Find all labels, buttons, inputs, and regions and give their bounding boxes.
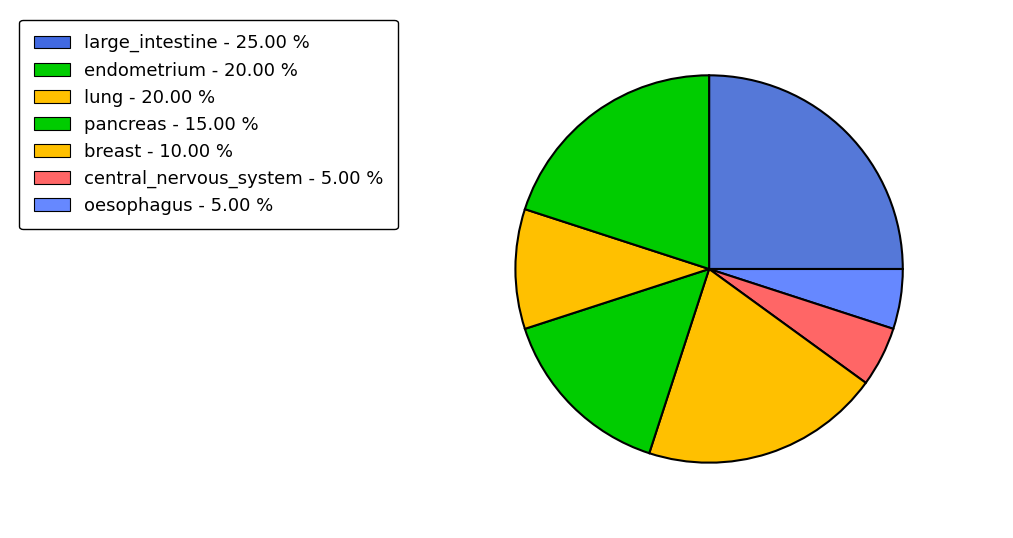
Wedge shape — [709, 75, 903, 269]
Wedge shape — [516, 209, 709, 329]
Wedge shape — [709, 269, 893, 383]
Wedge shape — [525, 269, 709, 453]
Wedge shape — [525, 75, 709, 269]
Wedge shape — [649, 269, 866, 463]
Wedge shape — [709, 269, 903, 329]
Legend: large_intestine - 25.00 %, endometrium - 20.00 %, lung - 20.00 %, pancreas - 15.: large_intestine - 25.00 %, endometrium -… — [19, 20, 398, 229]
